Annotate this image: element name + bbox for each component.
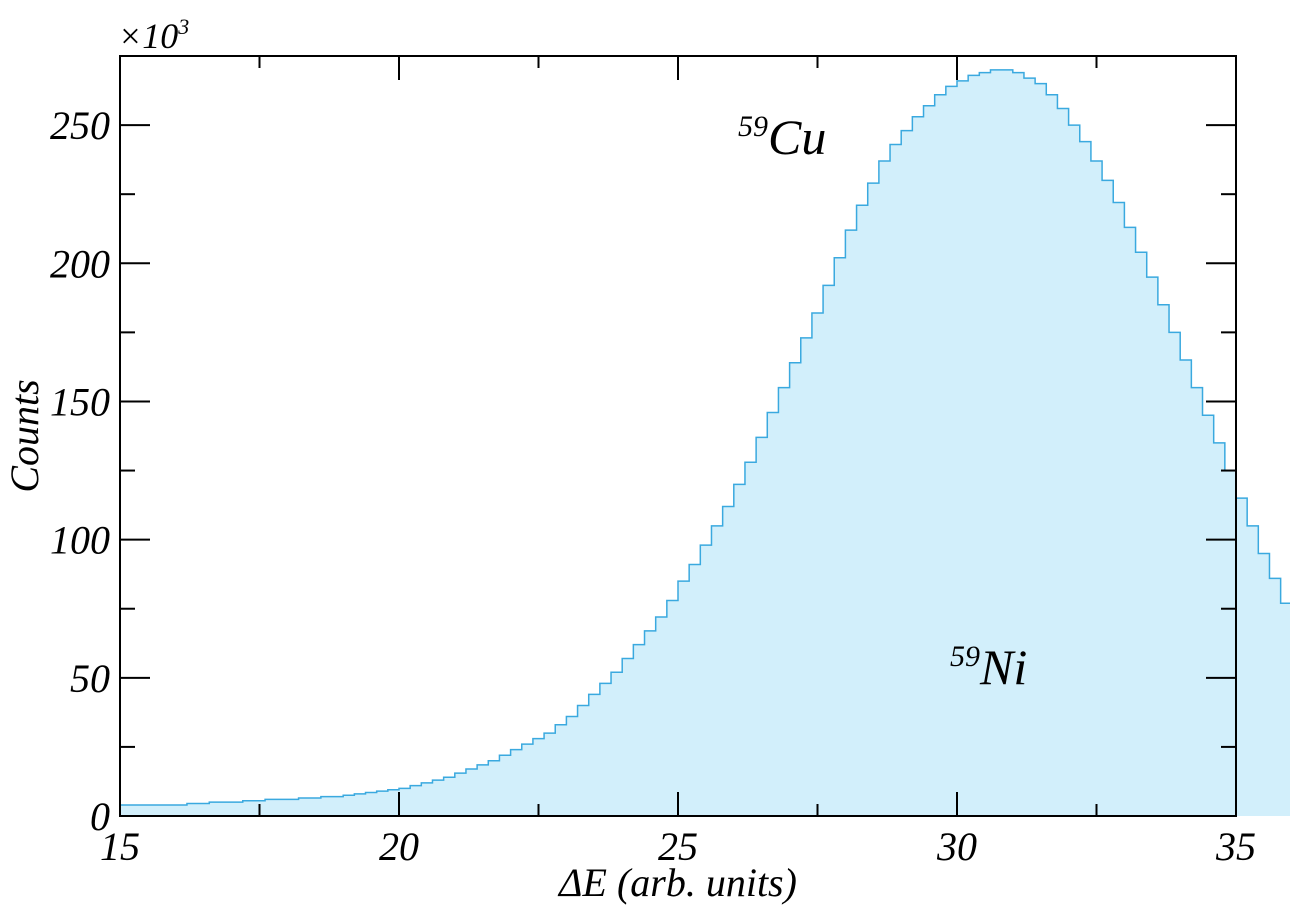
histogram-fill	[120, 69, 1290, 816]
y-axis-title: Counts	[2, 379, 47, 492]
y-tick-label: 50	[70, 656, 110, 701]
y-tick-label: 200	[50, 241, 110, 286]
ni59-symbol: Ni	[979, 639, 1027, 695]
y-multiplier-base: ×10	[118, 16, 178, 56]
y-multiplier: ×103	[118, 14, 189, 56]
ni59-mass-number: 59	[950, 640, 980, 673]
y-tick-label: 250	[50, 103, 110, 148]
y-tick-label: 0	[90, 794, 110, 839]
x-tick-label: 35	[1215, 824, 1256, 869]
cu59-label: 59Cu	[738, 109, 826, 165]
cu59-symbol: Cu	[768, 109, 826, 165]
axis-ticks	[119, 55, 1237, 817]
x-tick-label: 20	[379, 824, 419, 869]
tick-labels: 15 20 25 30 35 0 50 100 150 200 250	[50, 103, 1256, 869]
y-tick-label: 150	[50, 379, 110, 424]
x-tick-label: 30	[936, 824, 977, 869]
y-multiplier-exponent: 3	[177, 14, 189, 39]
cu59-mass-number: 59	[738, 110, 768, 143]
x-tick-label: 25	[658, 824, 698, 869]
ni59-label: 59Ni	[950, 639, 1027, 695]
histogram-line	[120, 69, 1290, 806]
x-axis-title: ΔE (arb. units)	[557, 860, 797, 905]
x-tick-label: 15	[100, 824, 140, 869]
y-tick-label: 100	[50, 518, 110, 563]
